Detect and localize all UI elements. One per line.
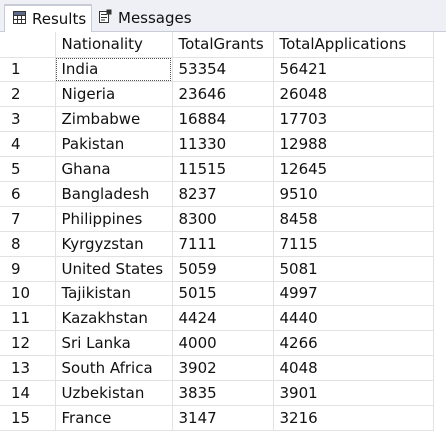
tab-messages-label: Messages <box>118 8 192 27</box>
results-grid[interactable]: Nationality TotalGrants TotalApplication… <box>0 32 446 442</box>
cell-totalapplications[interactable]: 4997 <box>273 281 434 307</box>
cell-totalapplications[interactable]: 3901 <box>273 380 434 406</box>
cell-nationality[interactable]: Uzbekistan <box>55 380 173 406</box>
row-number[interactable]: 15 <box>0 405 56 431</box>
grid-icon <box>13 10 26 28</box>
cell-totalapplications[interactable]: 4048 <box>273 355 434 382</box>
column-header-totalapplications[interactable]: TotalApplications <box>273 32 434 58</box>
cell-totalapplications[interactable]: 7115 <box>273 231 434 257</box>
row-number[interactable]: 12 <box>0 330 56 357</box>
table-row[interactable]: 11 Kazakhstan 4424 4440 <box>0 305 434 332</box>
cell-totalgrants[interactable]: 8300 <box>172 206 274 232</box>
cell-totalapplications[interactable]: 9510 <box>273 181 434 207</box>
cell-totalgrants[interactable]: 4000 <box>172 330 274 357</box>
table-row[interactable]: 8 Kyrgyzstan 7111 7115 <box>0 231 434 257</box>
cell-totalapplications[interactable]: 3216 <box>273 405 434 431</box>
table-row[interactable]: 7 Philippines 8300 8458 <box>0 206 434 232</box>
cell-totalgrants[interactable]: 11330 <box>172 131 274 158</box>
cell-nationality[interactable]: Kazakhstan <box>55 305 173 332</box>
tab-results-label: Results <box>32 10 87 28</box>
cell-totalapplications[interactable]: 8458 <box>273 206 434 232</box>
cell-nationality[interactable]: Kyrgyzstan <box>55 231 173 257</box>
cell-nationality[interactable]: Ghana <box>55 156 173 182</box>
cell-totalgrants[interactable]: 7111 <box>172 231 274 257</box>
cell-totalgrants[interactable]: 53354 <box>172 57 274 83</box>
cell-totalapplications[interactable]: 12988 <box>273 131 434 158</box>
cell-totalgrants[interactable]: 4424 <box>172 305 274 332</box>
table-row[interactable]: 3 Zimbabwe 16884 17703 <box>0 106 434 133</box>
table-row[interactable]: 13 South Africa 3902 4048 <box>0 355 434 382</box>
row-number[interactable]: 8 <box>0 231 56 257</box>
cell-nationality[interactable]: Zimbabwe <box>55 106 173 133</box>
table-row[interactable]: 14 Uzbekistan 3835 3901 <box>0 380 434 406</box>
cell-nationality[interactable]: Pakistan <box>55 131 173 158</box>
row-number[interactable]: 7 <box>0 206 56 232</box>
row-number[interactable]: 14 <box>0 380 56 406</box>
cell-nationality[interactable]: Nigeria <box>55 81 173 108</box>
cell-totalgrants[interactable]: 8237 <box>172 181 274 207</box>
row-number[interactable]: 10 <box>0 281 56 307</box>
tab-messages[interactable]: Messages <box>94 4 200 31</box>
row-number[interactable]: 2 <box>0 81 56 108</box>
cell-nationality[interactable]: Sri Lanka <box>55 330 173 357</box>
cell-totalgrants[interactable]: 11515 <box>172 156 274 182</box>
cell-totalapplications[interactable]: 5081 <box>273 256 434 282</box>
cell-totalgrants[interactable]: 3147 <box>172 405 274 431</box>
cell-totalapplications[interactable]: 12645 <box>273 156 434 182</box>
tab-results[interactable]: Results <box>4 4 92 32</box>
messages-icon <box>98 9 112 27</box>
row-number-header[interactable] <box>0 32 56 58</box>
cell-totalgrants[interactable]: 16884 <box>172 106 274 133</box>
results-tab-bar: Results Messages <box>0 0 446 32</box>
row-number[interactable]: 3 <box>0 106 56 133</box>
cell-nationality[interactable]: Tajikistan <box>55 281 173 307</box>
cell-totalgrants[interactable]: 5015 <box>172 281 274 307</box>
row-number[interactable]: 13 <box>0 355 56 382</box>
column-header-totalgrants[interactable]: TotalGrants <box>172 32 274 58</box>
cell-totalapplications[interactable]: 26048 <box>273 81 434 108</box>
cell-totalapplications[interactable]: 4266 <box>273 330 434 357</box>
table-row[interactable]: 1 India 53354 56421 <box>0 57 434 83</box>
table-row[interactable]: 9 United States 5059 5081 <box>0 256 434 282</box>
cell-nationality[interactable]: India <box>55 57 173 83</box>
table-row[interactable]: 4 Pakistan 11330 12988 <box>0 131 434 158</box>
cell-totalgrants[interactable]: 23646 <box>172 81 274 108</box>
cell-totalgrants[interactable]: 3835 <box>172 380 274 406</box>
row-number[interactable]: 5 <box>0 156 56 182</box>
table-row[interactable]: 2 Nigeria 23646 26048 <box>0 81 434 108</box>
table-row[interactable]: 15 France 3147 3216 <box>0 405 434 431</box>
header-row: Nationality TotalGrants TotalApplication… <box>0 32 434 58</box>
cell-totalgrants[interactable]: 3902 <box>172 355 274 382</box>
column-header-nationality[interactable]: Nationality <box>55 32 173 58</box>
cell-nationality[interactable]: South Africa <box>55 355 173 382</box>
cell-totalapplications[interactable]: 17703 <box>273 106 434 133</box>
table-row[interactable]: 12 Sri Lanka 4000 4266 <box>0 330 434 357</box>
results-table: Nationality TotalGrants TotalApplication… <box>0 32 434 431</box>
row-number[interactable]: 11 <box>0 305 56 332</box>
cell-nationality[interactable]: Bangladesh <box>55 181 173 207</box>
cell-nationality[interactable]: France <box>55 405 173 431</box>
table-row[interactable]: 6 Bangladesh 8237 9510 <box>0 181 434 207</box>
table-row[interactable]: 5 Ghana 11515 12645 <box>0 156 434 182</box>
row-number[interactable]: 9 <box>0 256 56 282</box>
cell-totalapplications[interactable]: 4440 <box>273 305 434 332</box>
cell-nationality[interactable]: Philippines <box>55 206 173 232</box>
row-number[interactable]: 4 <box>0 131 56 158</box>
row-number[interactable]: 1 <box>0 57 56 83</box>
cell-totalapplications[interactable]: 56421 <box>273 57 434 83</box>
row-number[interactable]: 6 <box>0 181 56 207</box>
cell-totalgrants[interactable]: 5059 <box>172 256 274 282</box>
table-row[interactable]: 10 Tajikistan 5015 4997 <box>0 281 434 307</box>
cell-nationality[interactable]: United States <box>55 256 173 282</box>
